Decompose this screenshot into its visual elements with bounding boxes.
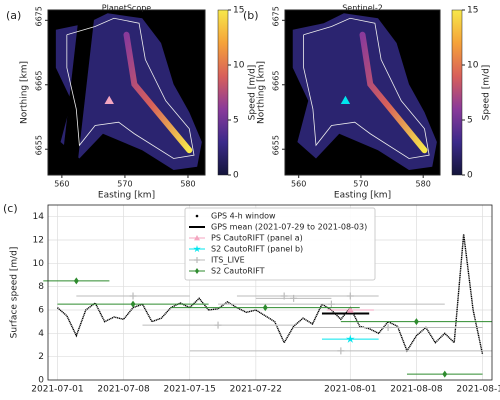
marker <box>129 292 137 300</box>
colorbar-tick-label: 0 <box>467 171 473 181</box>
y-tick-label: 8 <box>38 282 44 292</box>
map-panel <box>47 9 206 176</box>
y-tick-label: 6665 <box>272 71 281 91</box>
gps-marker <box>104 95 114 105</box>
x-axis-label: Easting [km] <box>98 191 155 201</box>
outline <box>66 17 195 159</box>
x-tick-label: 2021-08-08 <box>390 385 443 395</box>
legend-label: S2 CautoRIFT (panel b) <box>211 245 303 254</box>
glacier-streak <box>123 31 193 154</box>
colorbar-label: Speed [m/d] <box>482 65 492 121</box>
speed-field <box>55 13 202 171</box>
y-axis-label: Surface speed [m/d] <box>10 247 20 339</box>
legend-label: PS CautoRIFT (panel a) <box>211 234 303 243</box>
legend-label: S2 CautoRIFT <box>211 267 265 276</box>
glacier-streak <box>359 31 428 154</box>
y-axis-label: Northing [km] <box>20 61 30 124</box>
legend-symbol <box>195 214 199 218</box>
map-title: PlanetScope <box>102 4 152 13</box>
x-tick-label: 560 <box>291 180 306 189</box>
colorbar-label: Speed [m/d] <box>248 65 258 121</box>
map-panel <box>284 9 441 176</box>
colorbar-tick-label: 15 <box>233 6 244 16</box>
marker <box>384 324 392 331</box>
panel-label: (c) <box>3 202 18 215</box>
colorbar-tick-label: 10 <box>233 61 245 71</box>
x-tick-label: 580 <box>416 180 431 189</box>
marker <box>413 318 419 326</box>
y-tick-label: 6675 <box>272 6 281 26</box>
panel-label: (b) <box>243 9 259 22</box>
x-axis-label: Easting [km] <box>334 191 391 201</box>
y-tick-label: 6655 <box>35 135 44 155</box>
legend-box <box>184 207 376 281</box>
x-tick-label: 570 <box>117 180 132 189</box>
x-tick-label: 2021-08-15 <box>456 385 500 395</box>
y-tick-label: 0 <box>38 376 44 386</box>
colorbar <box>217 9 229 176</box>
colorbar-tick-label: 15 <box>467 6 478 16</box>
y-tick-label: 10 <box>33 259 45 269</box>
y-tick-label: 2 <box>38 352 44 362</box>
marker <box>346 292 354 300</box>
speed-field <box>292 13 437 171</box>
y-tick-label: 4 <box>38 329 44 339</box>
x-tick-label: 580 <box>180 180 195 189</box>
marker <box>346 306 354 313</box>
marker <box>442 370 448 378</box>
x-tick-label: 2021-07-01 <box>31 385 83 395</box>
colorbar <box>451 9 463 176</box>
y-tick-label: 12 <box>33 236 44 246</box>
panel-label: (a) <box>6 9 21 22</box>
gps-marker <box>340 95 351 105</box>
y-tick-label: 6675 <box>35 6 44 26</box>
colorbar-tick-label: 5 <box>467 116 473 126</box>
x-tick-label: 570 <box>353 180 368 189</box>
marker <box>214 321 222 329</box>
x-tick-label: 2021-07-08 <box>97 385 150 395</box>
marker <box>130 300 136 308</box>
y-tick-label: 6655 <box>272 135 281 155</box>
x-tick-label: 2021-08-01 <box>324 385 376 395</box>
colorbar-tick-label: 5 <box>233 116 239 126</box>
y-tick-label: 6665 <box>35 71 44 91</box>
marker <box>337 347 345 355</box>
outline <box>303 17 430 159</box>
map-frame <box>47 9 206 176</box>
y-axis-label: Northing [km] <box>257 61 267 124</box>
gps-line <box>56 234 484 355</box>
marker <box>290 294 298 302</box>
legend-symbol <box>194 257 200 263</box>
x-tick-label: 2021-07-15 <box>164 385 216 395</box>
legend-label: ITS_LIVE <box>211 256 245 265</box>
legend-symbol <box>194 268 200 274</box>
colorbar-tick-label: 10 <box>467 61 479 71</box>
legend-label: GPS 4-h window <box>211 212 276 221</box>
x-tick-label: 2021-07-22 <box>230 385 282 395</box>
marker <box>262 304 268 312</box>
y-tick-label: 14 <box>33 212 45 222</box>
colorbar-tick-label: 0 <box>233 171 239 181</box>
marker <box>327 300 335 308</box>
map-title: Sentinel-2 <box>342 4 383 13</box>
legend-symbol <box>193 245 201 253</box>
legend-symbol <box>194 235 200 241</box>
map-frame <box>284 9 441 176</box>
marker <box>73 277 79 285</box>
marker <box>345 334 355 343</box>
legend-label: GPS mean (2021-07-29 to 2021-08-03) <box>211 223 367 232</box>
x-tick-label: 560 <box>54 180 69 189</box>
plot-frame <box>47 204 493 381</box>
y-tick-label: 6 <box>38 306 44 316</box>
scene-gap <box>60 10 96 175</box>
